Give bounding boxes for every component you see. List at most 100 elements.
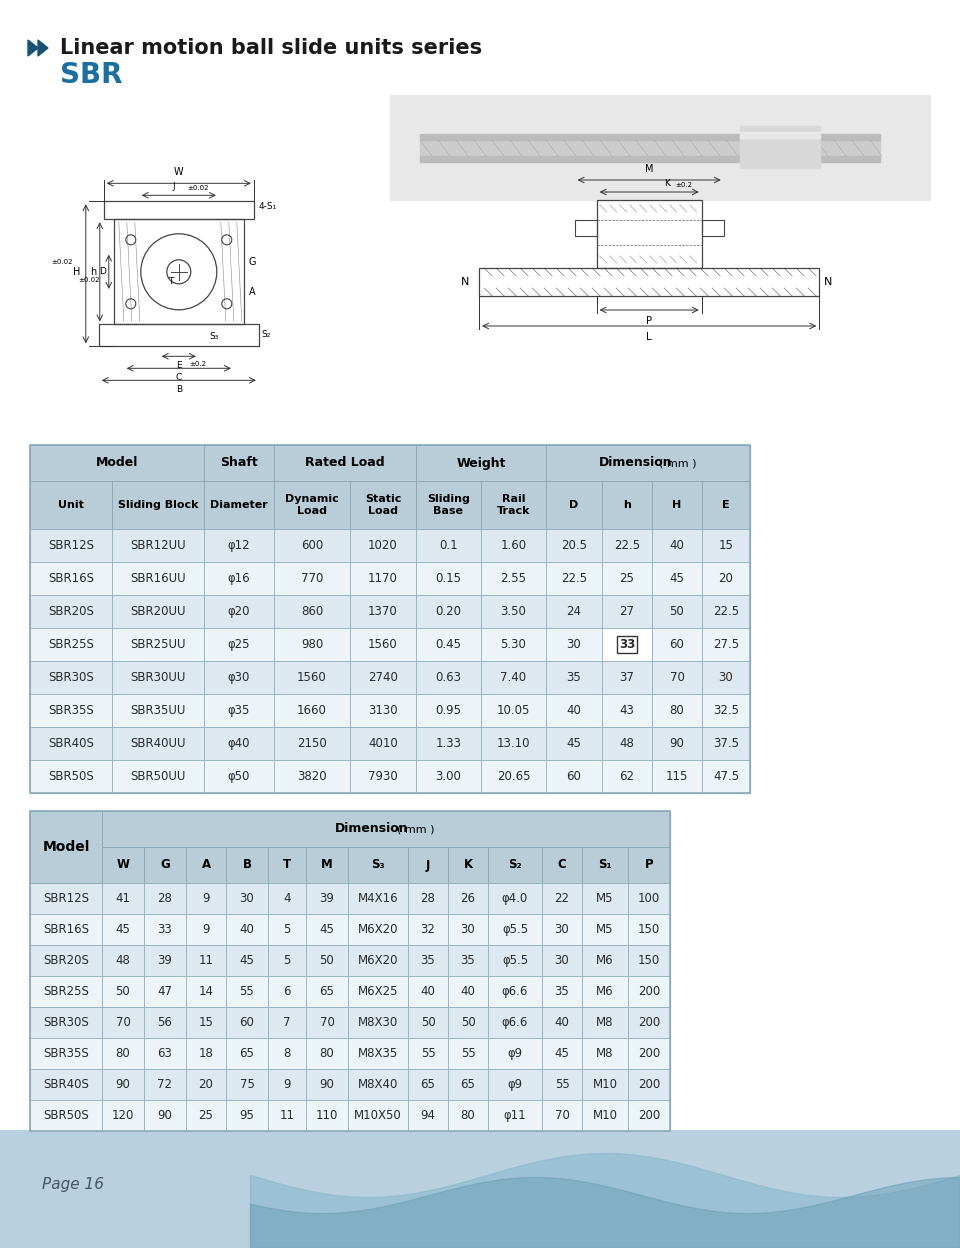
Text: 55: 55 <box>461 1047 475 1060</box>
Text: 32.5: 32.5 <box>713 704 739 718</box>
Text: 2740: 2740 <box>368 671 398 684</box>
Text: 60: 60 <box>240 1016 254 1030</box>
Bar <box>416 480 481 529</box>
Bar <box>204 446 274 480</box>
Bar <box>652 694 702 728</box>
Text: 3.50: 3.50 <box>500 605 526 618</box>
Bar <box>268 847 306 884</box>
Bar <box>628 945 670 976</box>
Text: 45: 45 <box>555 1047 569 1060</box>
Text: 48: 48 <box>619 738 635 750</box>
Bar <box>306 1099 348 1131</box>
Text: SBR35S: SBR35S <box>48 704 94 718</box>
Text: 1560: 1560 <box>368 638 397 651</box>
Text: 45: 45 <box>320 924 334 936</box>
Bar <box>144 884 186 914</box>
Bar <box>112 661 204 694</box>
Text: SBR20UU: SBR20UU <box>131 605 185 618</box>
Bar <box>30 728 112 760</box>
Text: φ12: φ12 <box>228 539 251 552</box>
Bar <box>448 847 488 884</box>
Bar <box>420 140 880 158</box>
Bar <box>186 914 226 945</box>
Bar <box>546 728 602 760</box>
Bar <box>102 1099 144 1131</box>
Text: J: J <box>173 182 175 191</box>
Text: 43: 43 <box>619 704 635 718</box>
Text: 30: 30 <box>719 671 733 684</box>
Text: SBR16UU: SBR16UU <box>131 572 186 585</box>
Bar <box>479 268 819 296</box>
Bar <box>268 1099 306 1131</box>
Bar <box>408 1007 448 1038</box>
Text: 5.30: 5.30 <box>500 638 526 651</box>
Text: 63: 63 <box>157 1047 173 1060</box>
Text: φ40: φ40 <box>228 738 251 750</box>
Bar <box>186 976 226 1007</box>
Bar <box>112 760 204 792</box>
Bar <box>30 945 102 976</box>
Text: 60: 60 <box>566 770 582 782</box>
Bar <box>112 529 204 562</box>
Bar <box>702 480 750 529</box>
Text: 28: 28 <box>157 892 173 905</box>
Text: SBR25S: SBR25S <box>48 638 94 651</box>
Bar <box>408 976 448 1007</box>
Bar <box>408 1099 448 1131</box>
Text: 2150: 2150 <box>298 738 326 750</box>
Bar <box>348 1007 408 1038</box>
Text: 9: 9 <box>283 1078 291 1091</box>
Text: φ11: φ11 <box>504 1109 526 1122</box>
Text: ±0.02: ±0.02 <box>79 277 100 283</box>
Bar <box>582 945 628 976</box>
Bar <box>30 1099 102 1131</box>
Text: W: W <box>116 859 130 871</box>
Bar <box>652 480 702 529</box>
Bar <box>144 1038 186 1070</box>
Text: 120: 120 <box>111 1109 134 1122</box>
Bar <box>226 945 268 976</box>
Bar <box>488 847 542 884</box>
Bar <box>582 1099 628 1131</box>
Text: SBR12S: SBR12S <box>48 539 94 552</box>
Bar <box>582 1038 628 1070</box>
Text: SBR25S: SBR25S <box>43 985 89 998</box>
Text: Unit: Unit <box>58 500 84 510</box>
Bar <box>306 847 348 884</box>
Bar <box>416 529 481 562</box>
Bar <box>268 914 306 945</box>
Text: 90: 90 <box>320 1078 334 1091</box>
Text: 80: 80 <box>320 1047 334 1060</box>
Text: L: L <box>646 332 652 342</box>
Text: 9: 9 <box>203 924 209 936</box>
Text: 40: 40 <box>240 924 254 936</box>
Text: 14: 14 <box>199 985 213 998</box>
Bar <box>99 324 259 346</box>
Text: 200: 200 <box>637 1109 660 1122</box>
Polygon shape <box>28 40 38 56</box>
Bar <box>652 728 702 760</box>
Text: 3130: 3130 <box>369 704 397 718</box>
Bar <box>652 562 702 595</box>
Text: 33: 33 <box>619 638 636 651</box>
Text: 94: 94 <box>420 1109 436 1122</box>
Text: φ30: φ30 <box>228 671 251 684</box>
Text: ( mm ): ( mm ) <box>660 458 697 468</box>
Text: S₃: S₃ <box>209 332 219 341</box>
Text: 22.5: 22.5 <box>614 539 640 552</box>
Bar <box>350 628 416 661</box>
Bar <box>542 1038 582 1070</box>
Text: D: D <box>99 267 106 276</box>
Text: M6X25: M6X25 <box>358 985 398 998</box>
Text: Dimension: Dimension <box>335 822 409 835</box>
Bar <box>186 1099 226 1131</box>
Polygon shape <box>38 40 48 56</box>
Text: 40: 40 <box>566 704 582 718</box>
Text: SBR40S: SBR40S <box>43 1078 89 1091</box>
Bar <box>112 480 204 529</box>
Text: ±0.2: ±0.2 <box>675 182 692 188</box>
Bar <box>416 446 546 480</box>
Bar <box>30 914 102 945</box>
Bar <box>652 628 702 661</box>
Bar <box>488 1099 542 1131</box>
